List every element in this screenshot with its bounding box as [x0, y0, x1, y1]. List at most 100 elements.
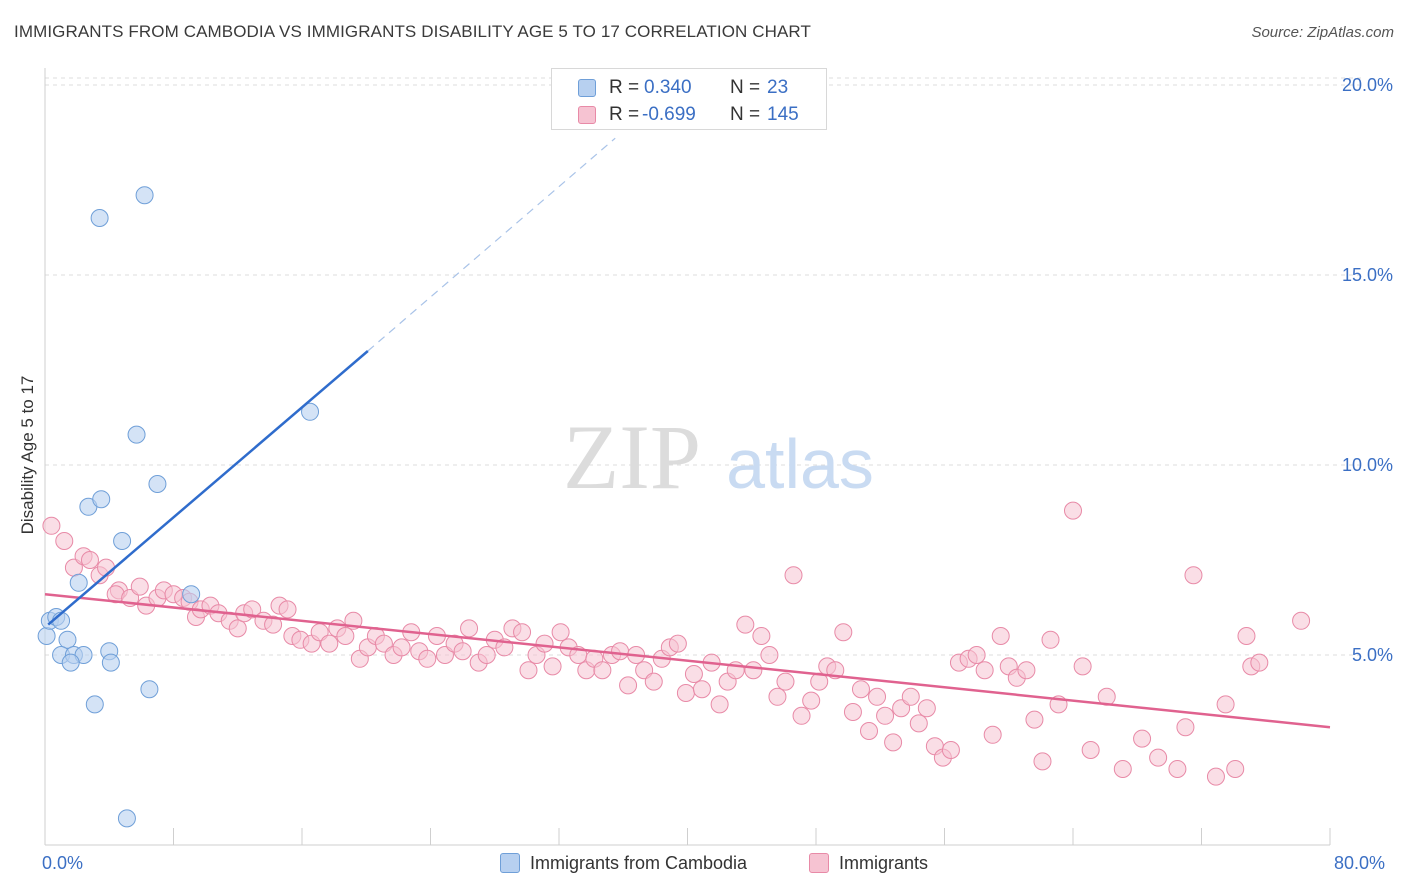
- y-tick-labels: 5.0% 10.0% 15.0% 20.0%: [1342, 75, 1393, 665]
- cambodia-point: [69, 573, 88, 592]
- immigrants-point: [320, 634, 339, 653]
- r-label: R =: [609, 77, 640, 98]
- immigrants-point: [917, 699, 936, 718]
- n-label: N =: [730, 77, 761, 98]
- immigrants-point: [1176, 718, 1195, 737]
- immigrants-point: [551, 623, 570, 642]
- immigrants-point: [776, 672, 795, 691]
- immigrants-trend-line: [44, 592, 1331, 729]
- immigrants-point: [477, 646, 496, 664]
- immigrants-legend-label: Immigrants: [839, 853, 929, 873]
- cambodia-legend-label: Immigrants from Cambodia: [530, 853, 748, 873]
- immigrants-point: [876, 706, 895, 725]
- immigrants-point: [692, 680, 711, 699]
- immigrants-point: [1017, 661, 1036, 680]
- n-value: 145: [767, 104, 799, 125]
- y-axis-label: Disability Age 5 to 17: [18, 375, 37, 535]
- immigrants-point: [243, 600, 262, 619]
- immigrants-point: [453, 642, 472, 661]
- immigrants-point: [802, 691, 821, 710]
- immigrants-point: [392, 638, 411, 657]
- chart-title: IMMIGRANTS FROM CAMBODIA VS IMMIGRANTS D…: [14, 22, 811, 41]
- cambodia-point: [148, 475, 167, 493]
- immigrants-point: [611, 642, 630, 661]
- immigrants-point: [1184, 566, 1203, 585]
- immigrants-point: [1250, 653, 1269, 672]
- immigrants-point: [519, 661, 538, 680]
- immigrants-point: [535, 634, 554, 653]
- immigrants-point: [1081, 741, 1100, 759]
- cambodia-point: [90, 209, 109, 227]
- immigrants-point: [1073, 657, 1092, 676]
- cambodia-point: [117, 809, 136, 828]
- immigrants-point: [868, 687, 887, 706]
- immigrants-point: [851, 680, 870, 699]
- source-label: Source: ZipAtlas.com: [1251, 24, 1394, 41]
- immigrants-point: [991, 627, 1010, 645]
- immigrants-point: [644, 672, 663, 691]
- immigrants-point: [843, 703, 862, 721]
- immigrants-point: [676, 684, 695, 702]
- correlation-legend: R = 0.340 N = 23 R = -0.699 N = 145: [551, 68, 827, 130]
- immigrants-point: [1113, 760, 1132, 778]
- immigrants-point: [941, 741, 960, 759]
- immigrants-point: [967, 646, 986, 664]
- x-tick-label-max: 80.0%: [1334, 853, 1386, 873]
- cambodia-point: [135, 186, 154, 205]
- immigrants-point: [1216, 695, 1235, 714]
- x-tick-label-min: 0.0%: [42, 853, 84, 873]
- immigrants-point: [55, 532, 74, 550]
- y-tick-label: 20.0%: [1342, 75, 1393, 95]
- immigrants-point: [909, 714, 928, 733]
- cambodia-swatch: [578, 79, 596, 97]
- cambodia-point: [101, 653, 120, 672]
- immigrants-point: [684, 665, 703, 683]
- immigrants-point: [668, 634, 687, 653]
- immigrants-point: [792, 706, 811, 725]
- immigrants-point: [80, 551, 99, 569]
- axes: [44, 68, 1331, 846]
- n-value: 23: [767, 77, 789, 98]
- cambodia-trend-extension: [367, 137, 616, 352]
- cambodia-point: [140, 680, 159, 699]
- immigrants-point: [513, 623, 532, 642]
- cambodia-trend-line: [47, 350, 369, 626]
- immigrants-point: [460, 619, 479, 638]
- n-label: N =: [730, 104, 761, 125]
- immigrants-point: [1025, 710, 1044, 729]
- watermark-atlas: atlas: [726, 425, 874, 503]
- immigrants-point: [418, 649, 437, 668]
- immigrants-point: [860, 722, 879, 740]
- immigrants-point: [228, 619, 247, 638]
- cambodia-points: [37, 186, 320, 828]
- y-tick-label: 15.0%: [1342, 265, 1393, 285]
- immigrants-point: [1033, 752, 1052, 771]
- cambodia-point: [61, 653, 80, 672]
- immigrants-legend-swatch: [809, 853, 829, 873]
- immigrants-point: [1064, 501, 1082, 520]
- immigrants-point: [543, 657, 562, 676]
- immigrants-point: [1041, 630, 1060, 649]
- immigrants-point: [884, 733, 903, 752]
- y-tick-label: 10.0%: [1342, 455, 1393, 475]
- immigrants-point: [1292, 611, 1311, 630]
- cambodia-point: [37, 627, 56, 645]
- cambodia-point: [127, 425, 146, 444]
- immigrants-point: [784, 566, 803, 585]
- immigrants-point: [744, 661, 763, 680]
- immigrants-point: [1133, 729, 1152, 748]
- immigrants-point: [768, 687, 787, 706]
- immigrants-point: [1149, 748, 1168, 767]
- immigrants-point: [710, 695, 729, 714]
- immigrants-point: [760, 646, 779, 664]
- r-value: 0.340: [644, 77, 692, 98]
- immigrants-point: [975, 661, 994, 680]
- r-label: R =: [609, 104, 640, 125]
- immigrants-point: [1226, 760, 1245, 778]
- immigrants-point: [42, 516, 61, 535]
- cambodia-point: [113, 532, 132, 550]
- immigrants-swatch: [578, 106, 596, 124]
- trend-lines: [44, 137, 1331, 729]
- legend-row-immigrants: R = -0.699 N = 145: [552, 102, 826, 128]
